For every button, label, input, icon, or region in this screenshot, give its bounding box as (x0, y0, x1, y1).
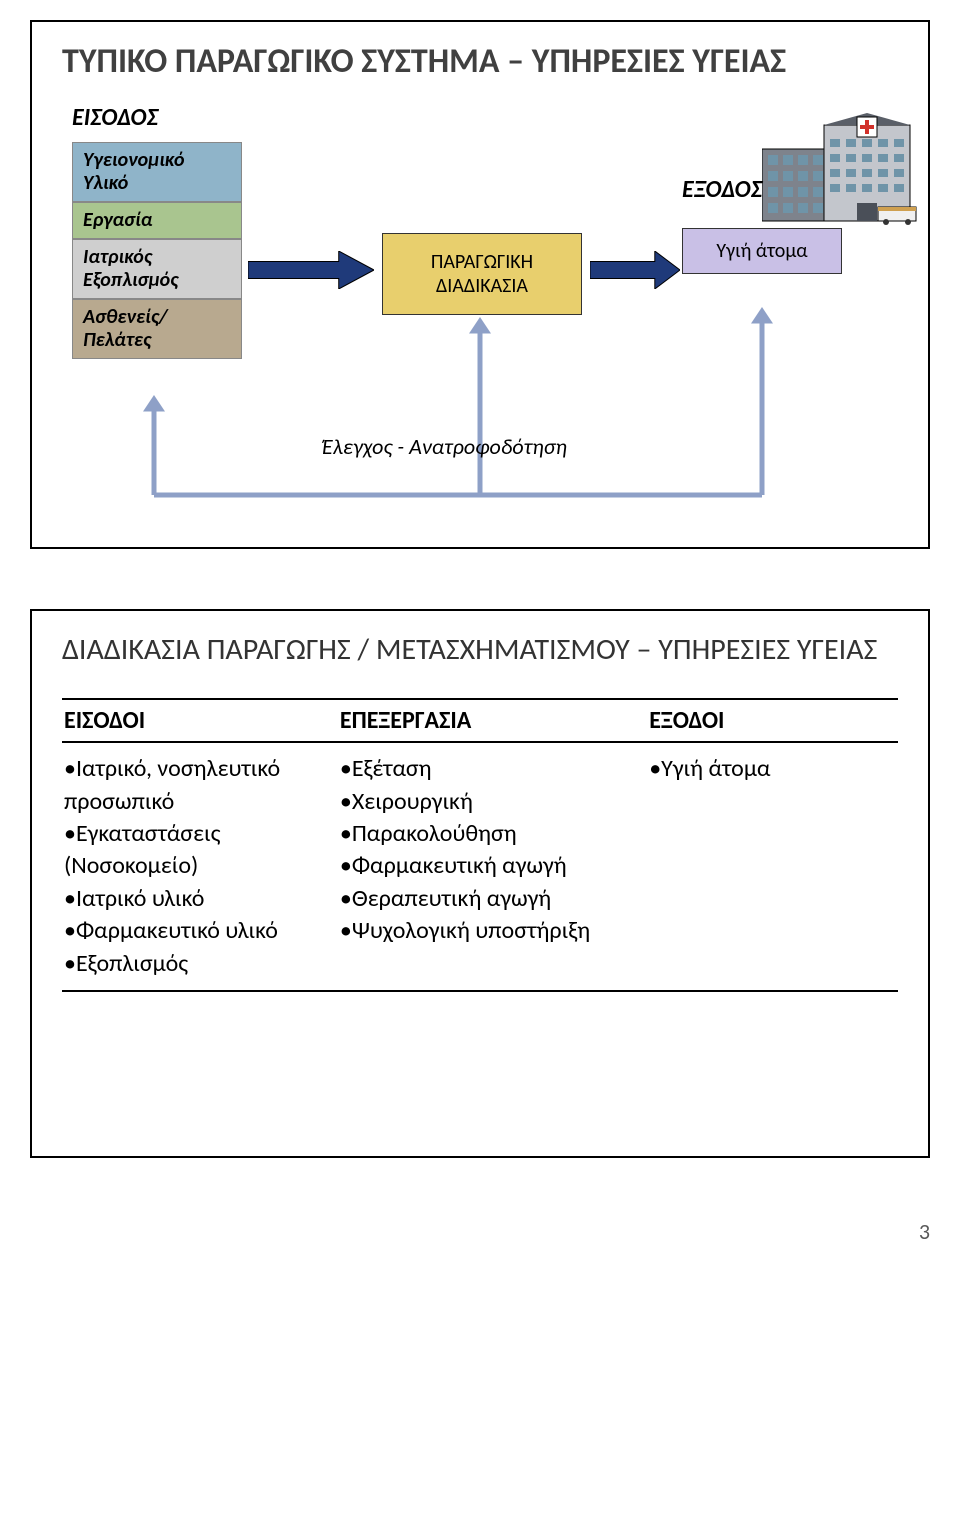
list-item: •Ιατρικό, νοσηλευτικό προσωπικό (64, 753, 328, 818)
feedback-label: Έλεγχος - Ανατροφοδότηση (322, 433, 567, 460)
io-table: ΕΙΣΟΔΟΙ ΕΠΕΞΕΡΓΑΣΙΑ ΕΞΟΔΟΙ •Ιατρικό, νοσ… (62, 698, 898, 992)
arrow-inputs-to-process (248, 251, 374, 289)
process-box: ΠΑΡΑΓΩΓΙΚΗ ΔΙΑΔΙΚΑΣΙΑ (382, 233, 582, 315)
list-item: •Παρακολούθηση (340, 818, 637, 850)
input-box: Εργασία (72, 202, 242, 239)
inputs-heading: ΕΙΣΟΔΟΣ (72, 103, 242, 132)
inputs-column: ΕΙΣΟΔΟΣ Υγειονομικό ΥλικόΕργασίαΙατρικός… (72, 103, 242, 359)
arrow-process-to-output (590, 251, 680, 289)
process-column: ΠΑΡΑΓΩΓΙΚΗ ΔΙΑΔΙΚΑΣΙΑ (382, 103, 582, 315)
outputs-column: ΕΞΟΔΟΣ Υγιή άτομα (682, 103, 842, 274)
input-box: Υγειονομικό Υλικό (72, 142, 242, 202)
slide-1: ΤΥΠΙΚΟ ΠΑΡΑΓΩΓΙΚΟ ΣΥΣΤΗΜΑ – ΥΠΗΡΕΣΙΕΣ ΥΓ… (30, 20, 930, 549)
output-box: Υγιή άτομα (682, 228, 842, 274)
list-item: •Θεραπευτική αγωγή (340, 883, 637, 915)
page-number: 3 (30, 1218, 930, 1245)
section-title: ΔΙΑΔΙΚΑΣΙΑ ΠΑΡΑΓΩΓΗΣ / ΜΕΤΑΣΧΗΜΑΤΙΣΜΟΥ –… (62, 631, 898, 669)
list-item: •Εγκαταστάσεις (Νοσοκομείο) (64, 818, 328, 883)
list-item: •Εξέταση (340, 753, 637, 785)
outputs-heading: ΕΞΟΔΟΣ (682, 175, 842, 204)
cell-process: •Εξέταση•Χειρουργική•Παρακολούθηση•Φαρμα… (338, 742, 647, 991)
col-process-header: ΕΠΕΞΕΡΓΑΣΙΑ (338, 699, 647, 742)
list-item: •Φαρμακευτικό υλικό (64, 915, 328, 947)
list-item: •Χειρουργική (340, 786, 637, 818)
list-item: •Υγιή άτομα (649, 753, 888, 785)
input-box: Ιατρικός Εξοπλισμός (72, 239, 242, 299)
list-item: •Ψυχολογική υποστήριξη (340, 915, 637, 947)
flow-diagram: ΕΙΣΟΔΟΣ Υγειονομικό ΥλικόΕργασίαΙατρικός… (62, 103, 898, 523)
slide-2: ΔΙΑΔΙΚΑΣΙΑ ΠΑΡΑΓΩΓΗΣ / ΜΕΤΑΣΧΗΜΑΤΙΣΜΟΥ –… (30, 609, 930, 1158)
slide-title: ΤΥΠΙΚΟ ΠΑΡΑΓΩΓΙΚΟ ΣΥΣΤΗΜΑ – ΥΠΗΡΕΣΙΕΣ ΥΓ… (62, 42, 898, 83)
input-box: Ασθενείς/ Πελάτες (72, 299, 242, 359)
list-item: •Ιατρικό υλικό (64, 883, 328, 915)
col-inputs-header: ΕΙΣΟΔΟΙ (62, 699, 338, 742)
cell-outputs: •Υγιή άτομα (647, 742, 898, 991)
cell-inputs: •Ιατρικό, νοσηλευτικό προσωπικό•Εγκαταστ… (62, 742, 338, 991)
col-outputs-header: ΕΞΟΔΟΙ (647, 699, 898, 742)
list-item: •Εξοπλισμός (64, 948, 328, 980)
list-item: •Φαρμακευτική αγωγή (340, 850, 637, 882)
